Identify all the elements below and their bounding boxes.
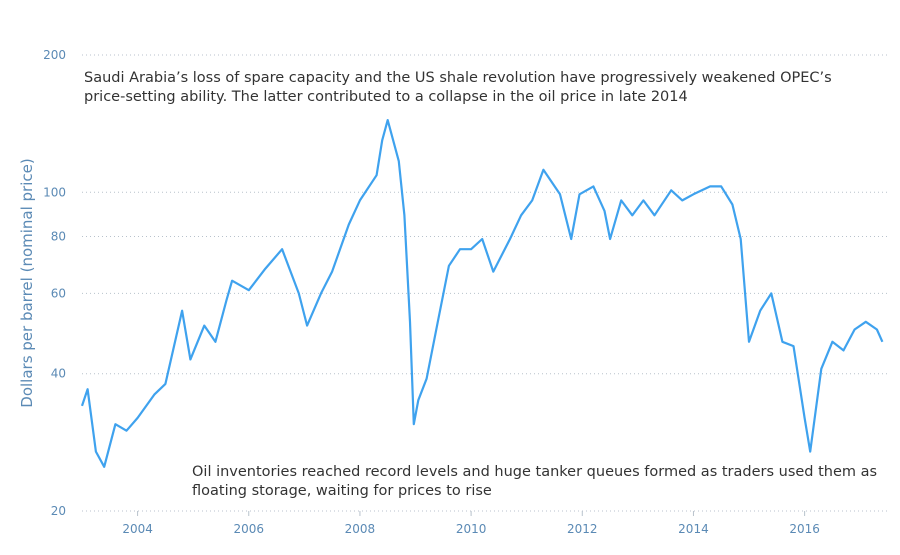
y-tick-label: 100 <box>43 185 66 199</box>
x-tick-label: 2016 <box>789 522 820 536</box>
annotation: price-setting ability. The latter contri… <box>84 89 688 105</box>
x-tick-label: 2010 <box>456 522 487 536</box>
x-tick-label: 2006 <box>233 522 264 536</box>
x-tick-label: 2014 <box>678 522 709 536</box>
x-tick-label: 2008 <box>345 522 376 536</box>
annotation: floating storage, waiting for prices to … <box>192 483 492 499</box>
y-tick-label: 40 <box>51 367 66 381</box>
x-tick-label: 2012 <box>567 522 598 536</box>
y-axis-label: Dollars per barrel (nominal price) <box>18 158 36 407</box>
annotation: Saudi Arabia’s loss of spare capacity an… <box>84 70 832 86</box>
y-tick-label: 60 <box>51 286 66 300</box>
y-tick-label: 80 <box>51 229 66 243</box>
annotation: Oil inventories reached record levels an… <box>192 464 877 480</box>
y-tick-label: 200 <box>43 48 66 62</box>
x-tick-label: 2004 <box>122 522 153 536</box>
price-line <box>80 119 884 468</box>
y-tick-label: 20 <box>51 504 66 518</box>
